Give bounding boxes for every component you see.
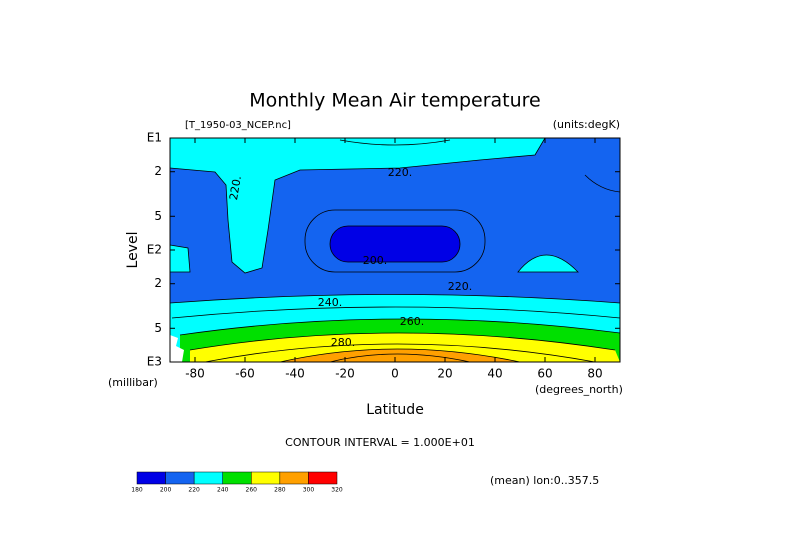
missing-data	[170, 335, 184, 362]
x-tick-label: 20	[437, 367, 452, 381]
x-tick-label: 80	[587, 367, 602, 381]
contour-label: 220.	[448, 280, 473, 293]
x-tick-label: -20	[335, 367, 355, 381]
contour-band	[170, 245, 190, 272]
colorbar-swatch	[251, 471, 281, 485]
colorbar-label: 200	[160, 487, 172, 494]
units-label: (units:degK)	[553, 118, 620, 131]
colorbar-swatch	[222, 471, 252, 485]
contour-band	[170, 138, 545, 273]
chart-title: Monthly Mean Air temperature	[249, 90, 540, 112]
contour-label: 200.	[363, 254, 388, 267]
colorbar-swatch	[279, 471, 309, 485]
contour-label: 280.	[331, 336, 356, 349]
colorbar-swatch	[193, 471, 223, 485]
contour-band	[518, 255, 578, 272]
colorbar-label: 260	[246, 487, 258, 494]
y-tick-label: E2	[147, 243, 162, 257]
contour-label: 260.	[400, 315, 425, 328]
x-tick-label: 40	[487, 367, 502, 381]
colorbar-label: 280	[274, 487, 286, 494]
y-tick-label: E1	[147, 131, 162, 145]
colorbar-swatch	[136, 471, 166, 485]
colorbar: 180 200 220 240 260 280 300 320	[131, 471, 343, 494]
file-label: [T_1950-03_NCEP.nc]	[185, 120, 291, 131]
contour-label: 240.	[318, 296, 343, 309]
contour-interval: CONTOUR INTERVAL = 1.000E+01	[285, 436, 475, 449]
y-axis-label: Level	[125, 232, 141, 269]
x-tick-label: -60	[235, 367, 255, 381]
contour-band	[330, 226, 460, 262]
colorbar-swatch	[308, 471, 338, 485]
x-tick-label: -80	[185, 367, 205, 381]
contour-lines	[170, 138, 620, 362]
colorbar-label: 320	[331, 487, 343, 494]
y-tick-label: 2	[154, 276, 162, 290]
y-tick-label: 5	[154, 321, 162, 335]
contour-label: 220.	[388, 166, 413, 179]
y-tick-label: 5	[154, 209, 162, 223]
y-tick-label: E3	[147, 355, 162, 369]
contour-label: 220.	[227, 175, 244, 201]
colorbar-label: 240	[217, 487, 229, 494]
x-axis-units: (degrees_north)	[535, 383, 623, 396]
colorbar-label: 300	[303, 487, 315, 494]
x-tick-label: -40	[285, 367, 305, 381]
colorbar-swatch	[165, 471, 195, 485]
y-tick-label: 2	[154, 164, 162, 178]
y-axis-units: (millibar)	[108, 376, 158, 389]
contour-band	[190, 333, 620, 362]
footer-note: (mean) lon:0..357.5	[490, 474, 599, 487]
x-tick-label: 0	[391, 367, 399, 381]
x-axis-label: Latitude	[366, 402, 424, 418]
colorbar-label: 180	[131, 487, 143, 494]
x-tick-label: 60	[537, 367, 552, 381]
colorbar-label: 220	[188, 487, 200, 494]
